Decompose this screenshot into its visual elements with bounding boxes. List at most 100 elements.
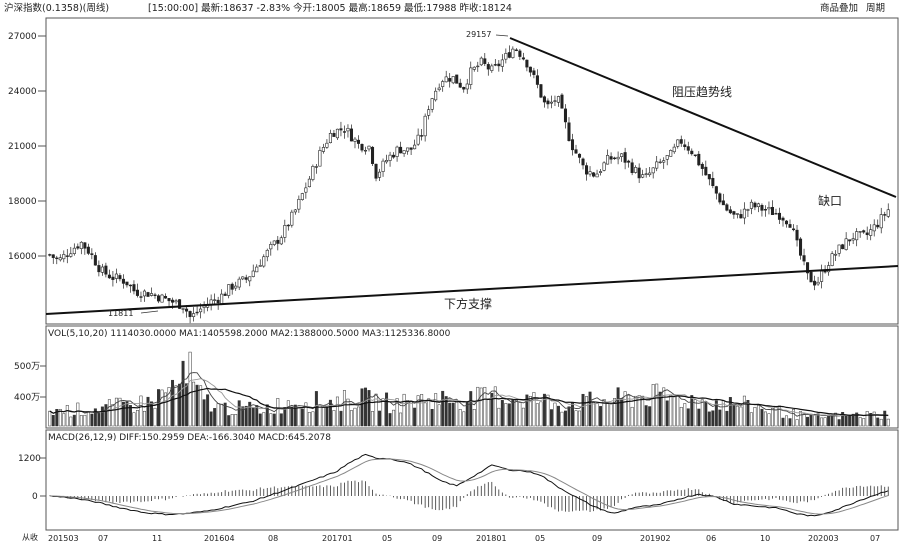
volume-bar	[279, 413, 283, 427]
candle-body	[662, 160, 666, 163]
candle-body	[251, 270, 255, 277]
candle-body	[855, 231, 859, 241]
candle-body	[599, 171, 603, 173]
candle-body	[399, 146, 403, 154]
candle-body	[349, 128, 353, 142]
candle-body	[62, 254, 66, 260]
candle-body	[409, 147, 413, 150]
volume-bar	[813, 414, 817, 427]
add-overlay-button[interactable]: 商品叠加	[820, 2, 858, 14]
volume-bar	[93, 408, 97, 427]
volume-bar	[146, 396, 150, 427]
volume-bar	[886, 418, 890, 427]
volume-bar	[111, 404, 115, 427]
macd-header: MACD(26,12,9) DIFF:150.2959 DEA:-166.304…	[48, 433, 331, 443]
candle-body	[174, 300, 178, 303]
volume-bar	[128, 405, 132, 427]
volume-bar	[388, 413, 392, 427]
volume-bar	[65, 405, 69, 427]
volume-bar	[430, 409, 434, 427]
price-tick-label: 18000	[8, 197, 37, 207]
period-button[interactable]: 周期	[866, 3, 885, 14]
candle-body	[297, 198, 301, 210]
candle-body	[592, 172, 596, 177]
candle-body	[809, 271, 813, 283]
volume-bar	[760, 408, 764, 427]
volume-bar	[342, 390, 346, 427]
volume-bar	[381, 398, 385, 427]
candle-body	[220, 293, 224, 305]
candle-body	[227, 284, 231, 296]
price-panel-frame	[45, 17, 899, 325]
candle-body	[311, 165, 315, 180]
volume-bar	[834, 412, 838, 427]
volume-bar	[490, 392, 494, 427]
volume-bar	[581, 393, 585, 427]
candle-body	[500, 59, 504, 67]
time-tick-label: 201902	[640, 534, 671, 543]
candle-body	[581, 158, 585, 166]
candle-body	[820, 270, 824, 282]
volume-bar	[525, 394, 529, 427]
volume-bar	[879, 418, 883, 427]
volume-bar	[827, 414, 831, 427]
volume-bar	[700, 399, 704, 427]
candle-body	[693, 154, 697, 156]
volume-bar	[746, 400, 750, 427]
candle-body	[125, 281, 129, 286]
volume-bar	[332, 410, 336, 427]
candle-body	[167, 298, 171, 302]
volume-bar	[549, 409, 553, 427]
volume-bar	[599, 406, 603, 427]
volume-bar	[567, 406, 571, 427]
candle-body	[149, 293, 154, 296]
candle-body	[192, 313, 196, 317]
candle-body	[788, 224, 792, 228]
candle-body	[886, 209, 890, 217]
volume-bar	[174, 385, 178, 427]
candle-body	[784, 220, 789, 225]
candle-body	[416, 134, 420, 145]
candle-body	[802, 255, 806, 262]
candle-body	[255, 266, 259, 273]
volume-bar	[339, 410, 343, 427]
macd-corner-label: 从收	[22, 532, 38, 542]
candle-body	[697, 153, 701, 166]
volume-bar	[609, 403, 613, 427]
candle-body	[827, 265, 831, 273]
candle-body	[241, 276, 245, 280]
volume-bar	[739, 406, 743, 427]
volume-bar	[672, 396, 676, 427]
volume-bar	[132, 412, 136, 427]
volume-bar	[244, 405, 248, 427]
volume-bar	[167, 387, 171, 427]
candle-body	[230, 283, 234, 290]
candle-body	[791, 228, 796, 231]
macd-tick-label: 0	[32, 492, 38, 502]
candle-body	[423, 115, 427, 137]
candle-body	[437, 87, 441, 91]
candle-body	[851, 238, 855, 241]
volume-bar	[528, 396, 532, 427]
volume-bar	[595, 403, 599, 427]
candle-body	[314, 166, 318, 168]
volume-bar	[360, 388, 364, 427]
candle-body	[574, 149, 578, 154]
candle-body	[171, 299, 175, 303]
time-tick-label: 201503	[48, 534, 79, 543]
candle-body	[178, 299, 182, 309]
candle-body	[156, 295, 161, 302]
volume-bar	[55, 409, 59, 427]
volume-bar	[539, 401, 543, 427]
volume-bar	[623, 391, 627, 427]
volume-bar	[585, 396, 589, 427]
volume-bar	[118, 397, 122, 427]
candle-body	[542, 96, 546, 103]
volume-bar	[248, 401, 252, 427]
candle-body	[100, 266, 104, 273]
candle-body	[353, 138, 357, 142]
candle-body	[493, 64, 497, 66]
volume-bar	[749, 412, 753, 427]
candle-body	[462, 87, 466, 90]
candle-body	[185, 308, 189, 312]
